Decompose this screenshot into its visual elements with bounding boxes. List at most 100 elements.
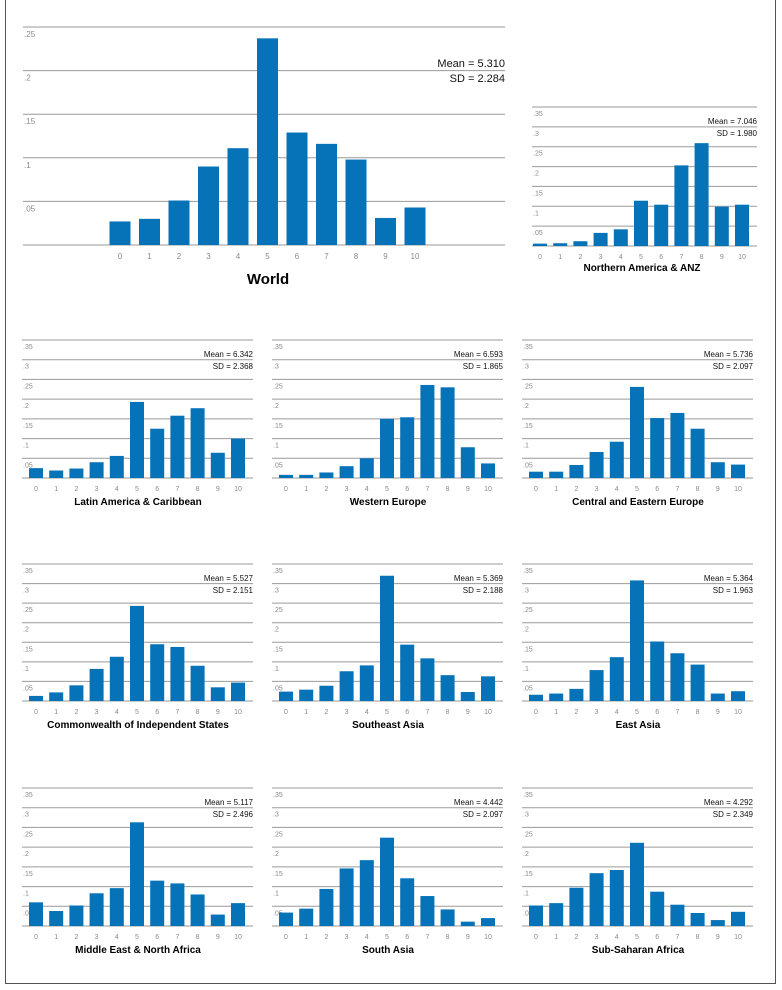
x-tick-label: 10 <box>484 934 492 941</box>
x-tick-label: 5 <box>385 486 389 493</box>
x-tick-label: 2 <box>74 709 78 716</box>
sd-label: SD = 1.980 <box>717 129 758 138</box>
x-tick-label: 3 <box>599 254 603 261</box>
y-tick-label: .2 <box>23 627 29 634</box>
mean-label: Mean = 5.364 <box>704 574 754 583</box>
y-tick-label: .35 <box>273 568 283 575</box>
y-tick-label: .3 <box>523 812 529 819</box>
y-tick-label: .25 <box>533 151 543 158</box>
x-tick-label: 7 <box>675 934 679 941</box>
bar <box>210 687 225 701</box>
x-tick-label: 10 <box>734 486 742 493</box>
mean-label: Mean = 5.310 <box>437 58 505 70</box>
x-tick-label: 9 <box>216 934 220 941</box>
x-tick-label: 2 <box>177 252 182 261</box>
y-tick-label: .2 <box>23 403 29 410</box>
chart-title: East Asia <box>616 720 661 731</box>
bar <box>319 685 334 701</box>
chart-title: Southeast Asia <box>352 720 424 731</box>
histogram-east-asia: .05 .1 .15 .2 .25 .3 .35 0 1 2 3 4 5 6 7 8 9 10 Mean = 5.3… <box>522 563 754 731</box>
bar <box>710 462 725 478</box>
bar <box>630 580 644 701</box>
x-tick-label: 5 <box>635 934 639 941</box>
x-tick-label: 3 <box>595 486 599 493</box>
bar <box>359 860 374 926</box>
bar <box>670 412 685 478</box>
y-tick-label: .1 <box>273 666 279 673</box>
x-tick-label: 10 <box>411 252 420 261</box>
y-tick-label: .05 <box>533 230 543 237</box>
bar <box>710 693 725 701</box>
y-tick-label: .35 <box>273 344 283 351</box>
bar <box>210 914 225 926</box>
bar <box>589 873 604 926</box>
bar <box>359 665 374 701</box>
chart-title: Latin America & Caribbean <box>74 497 201 508</box>
y-tick-label: .2 <box>273 403 279 410</box>
bar <box>549 903 564 926</box>
x-tick-label: 9 <box>720 254 724 261</box>
bar <box>109 888 124 926</box>
bar <box>529 905 543 926</box>
bar <box>440 909 455 926</box>
x-tick-label: 5 <box>635 486 639 493</box>
mean-label: Mean = 4.292 <box>704 798 754 807</box>
x-tick-label: 0 <box>538 254 542 261</box>
x-tick-label: 5 <box>385 934 389 941</box>
chart-title: South Asia <box>362 945 414 956</box>
x-tick-label: 5 <box>135 934 139 941</box>
y-tick-label: .1 <box>523 443 529 450</box>
sd-label: SD = 2.097 <box>463 810 504 819</box>
x-tick-label: 10 <box>484 486 492 493</box>
x-tick-label: 0 <box>534 934 538 941</box>
bar <box>460 921 475 926</box>
histogram-sub-saharan-africa: .05 .1 .15 .2 .25 .3 .35 0 1 2 3 4 5 6 7 8 9 10 Mean = 4.2… <box>522 787 754 956</box>
x-tick-label: 8 <box>446 934 450 941</box>
y-tick-label: .35 <box>523 568 533 575</box>
x-tick-label: 4 <box>365 934 369 941</box>
x-tick-label: 7 <box>675 486 679 493</box>
x-tick-label: 3 <box>95 486 99 493</box>
x-tick-label: 0 <box>34 709 38 716</box>
bar <box>299 474 314 478</box>
bar <box>69 905 84 926</box>
bar <box>380 418 394 478</box>
bar <box>650 891 665 926</box>
x-tick-label: 7 <box>175 709 179 716</box>
histogram-south-asia: .05 .1 .15 .2 .25 .3 .35 0 1 2 3 4 5 6 7 8 9 10 Mean = 4.4… <box>272 787 504 956</box>
bar <box>650 641 665 701</box>
y-tick-label: .3 <box>23 364 29 371</box>
bar <box>440 387 455 478</box>
bar <box>735 204 749 246</box>
y-tick-label: .3 <box>273 364 279 371</box>
x-tick-label: 9 <box>466 709 470 716</box>
y-tick-label: .35 <box>523 344 533 351</box>
x-tick-label: 1 <box>54 709 58 716</box>
bar <box>231 682 245 701</box>
y-tick-label: .2 <box>533 171 539 178</box>
bar <box>481 918 495 926</box>
histogram-western-europe: .05 .1 .15 .2 .25 .3 .35 0 1 2 3 4 5 6 7 8 9 10 Mean = 6.5… <box>272 339 504 508</box>
chart-title: Middle East & North Africa <box>75 945 201 956</box>
bar <box>279 474 293 478</box>
x-tick-label: 1 <box>54 934 58 941</box>
bar <box>460 691 475 701</box>
bar <box>400 644 415 701</box>
y-tick-label: .3 <box>23 588 29 595</box>
x-tick-label: 10 <box>484 709 492 716</box>
bar <box>150 644 165 701</box>
y-tick-label: .35 <box>23 344 33 351</box>
x-tick-label: 9 <box>466 934 470 941</box>
x-tick-label: 4 <box>619 254 623 261</box>
x-tick-label: 6 <box>155 709 159 716</box>
x-tick-label: 4 <box>365 486 369 493</box>
bar <box>170 883 185 926</box>
x-tick-label: 1 <box>304 709 308 716</box>
bar <box>89 893 104 926</box>
bar <box>529 471 543 478</box>
x-tick-label: 5 <box>639 254 643 261</box>
y-tick-label: .3 <box>523 364 529 371</box>
bar <box>420 658 435 701</box>
bar <box>210 452 225 478</box>
y-tick-label: .05 <box>23 462 33 469</box>
